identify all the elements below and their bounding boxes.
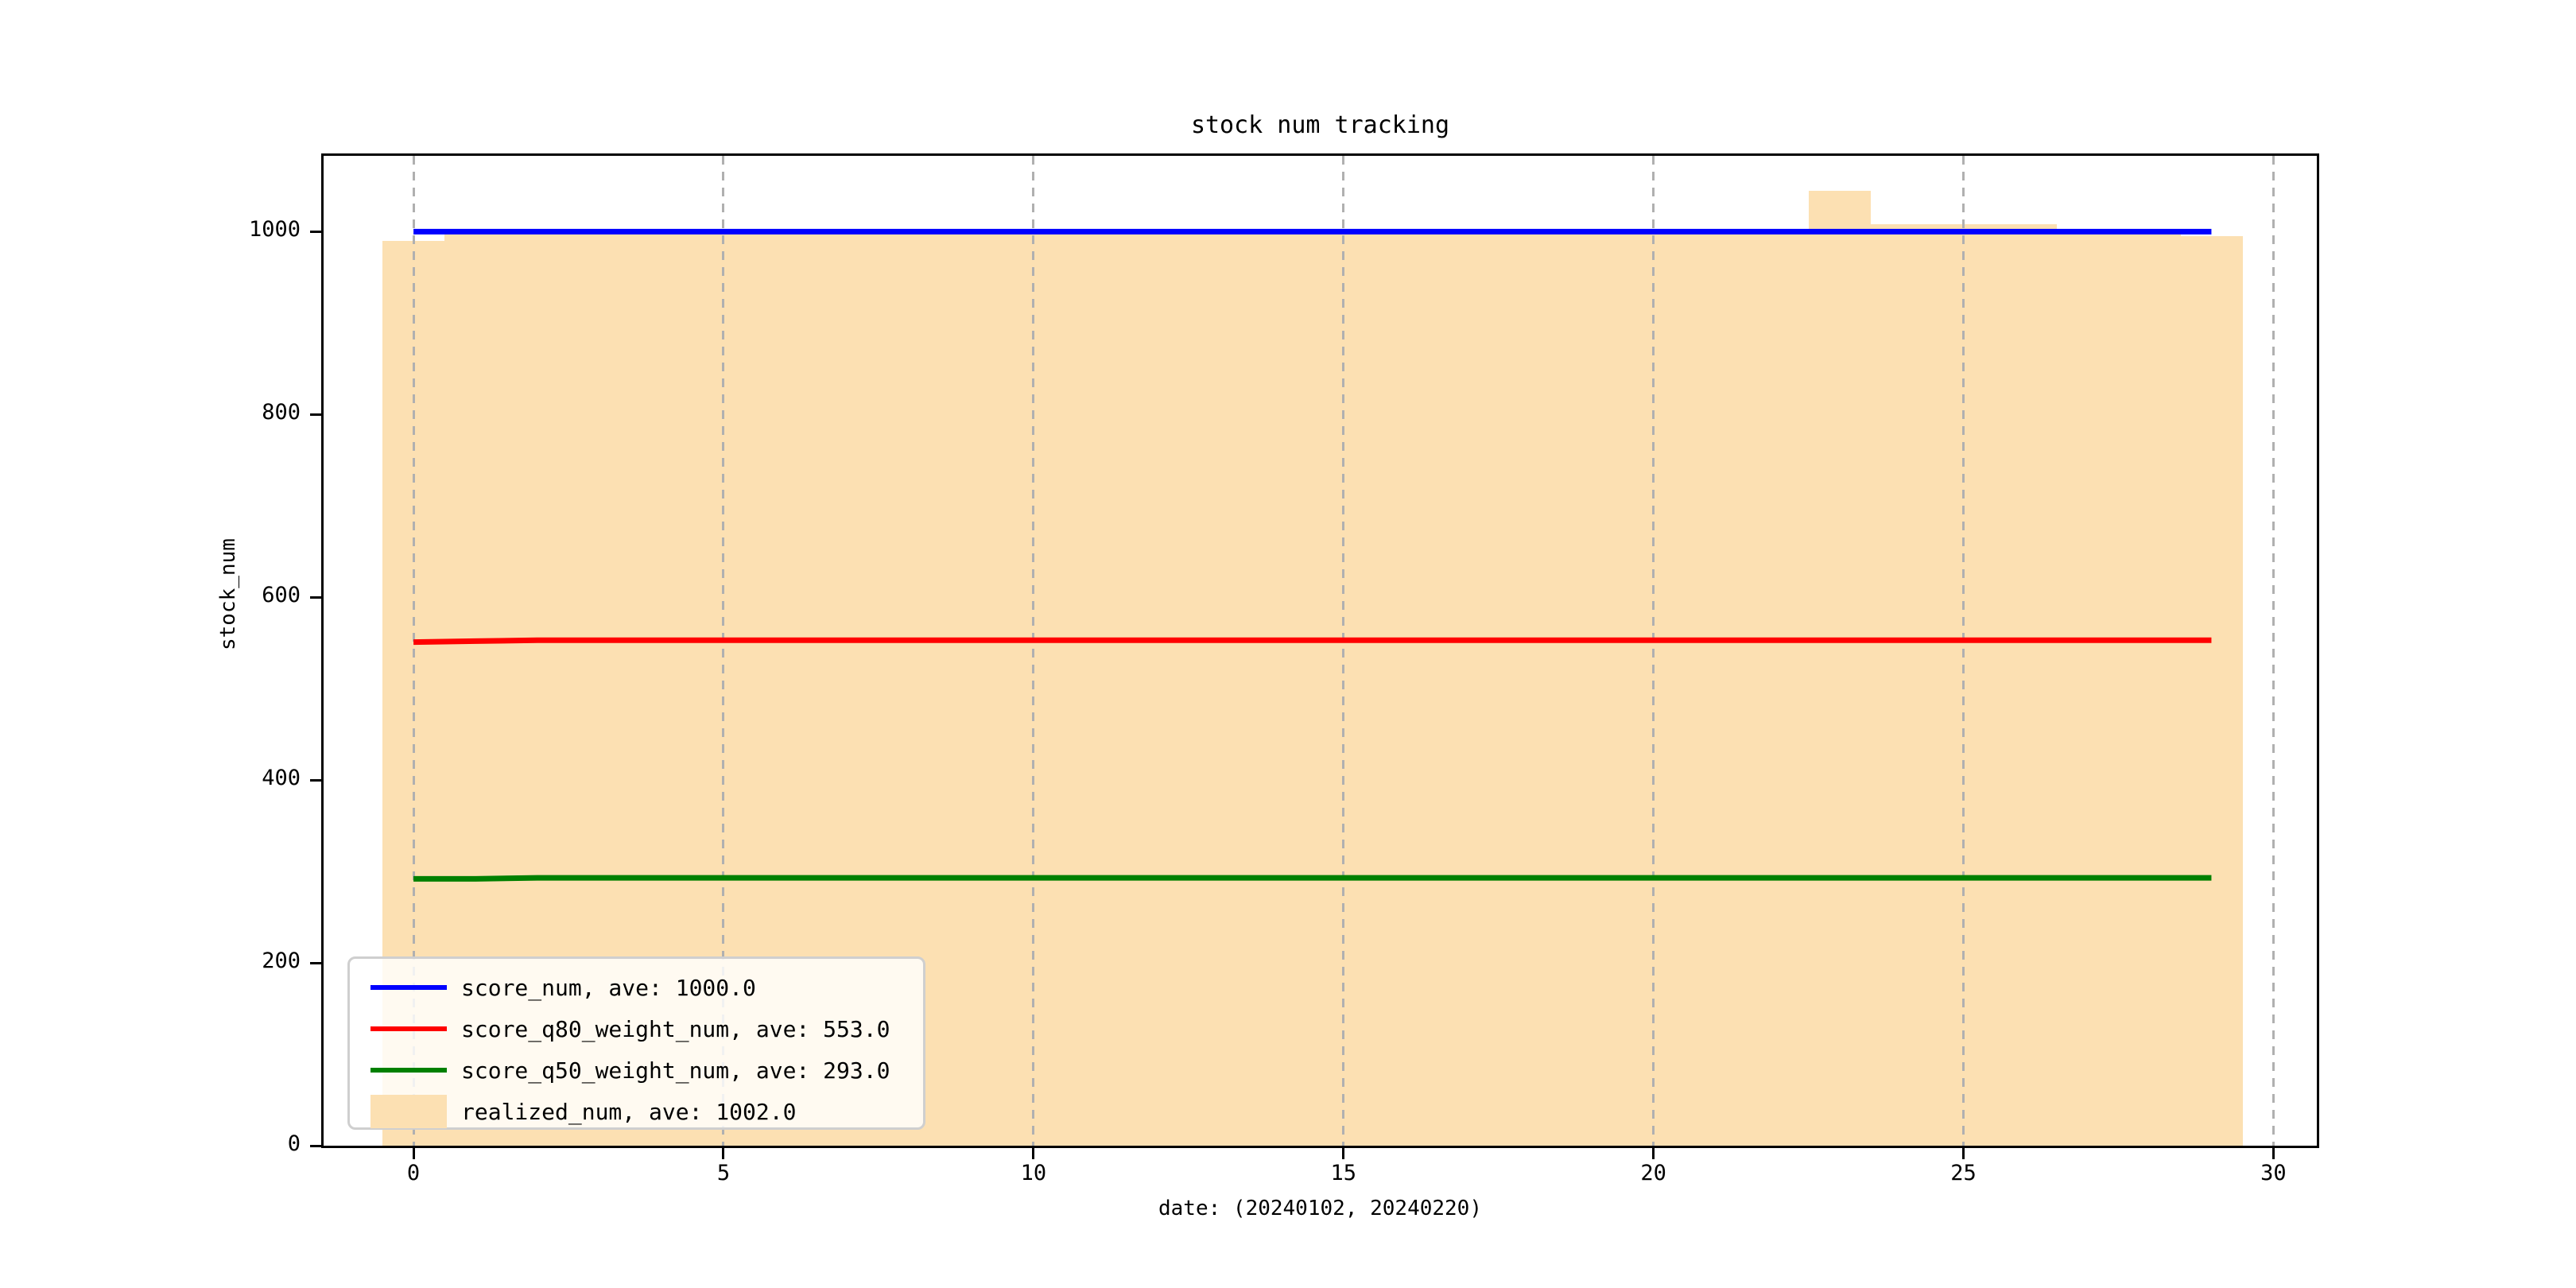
y-tick-mark bbox=[310, 413, 321, 416]
x-tick-label: 15 bbox=[1330, 1161, 1356, 1185]
bar bbox=[2180, 236, 2244, 1146]
legend-label: score_num, ave: 1000.0 bbox=[461, 974, 756, 1001]
legend-key-mark bbox=[370, 985, 447, 990]
legend-label: realized_num, ave: 1002.0 bbox=[461, 1098, 797, 1125]
gridline-vertical bbox=[1652, 156, 1655, 1146]
series-lines bbox=[413, 228, 2212, 882]
legend-item-score_num[interactable]: score_num, ave: 1000.0 bbox=[350, 967, 923, 1008]
bar bbox=[1498, 233, 1562, 1146]
gridline-vertical bbox=[2271, 156, 2275, 1146]
legend-label: score_q80_weight_num, ave: 553.0 bbox=[461, 1015, 890, 1042]
y-tick-label: 1000 bbox=[248, 217, 301, 242]
x-tick-label: 25 bbox=[1950, 1161, 1977, 1185]
legend-item-realized_num[interactable]: realized_num, ave: 1002.0 bbox=[350, 1091, 923, 1132]
bar bbox=[1250, 233, 1313, 1146]
x-tick-mark bbox=[2271, 1148, 2275, 1159]
bar bbox=[1808, 190, 1872, 1146]
y-tick-mark bbox=[310, 1144, 321, 1147]
bar bbox=[1994, 224, 2058, 1146]
legend-key-mark bbox=[370, 1095, 447, 1128]
legend-item-score_q80_weight_num[interactable]: score_q80_weight_num, ave: 553.0 bbox=[350, 1008, 923, 1049]
bar bbox=[1374, 233, 1437, 1146]
bar bbox=[1684, 233, 1748, 1146]
x-tick-label: 30 bbox=[2260, 1161, 2287, 1185]
bar bbox=[940, 233, 1003, 1146]
line-score_q50_weight_num bbox=[413, 875, 2212, 882]
x-axis-label: date: (20240102, 20240220) bbox=[1158, 1197, 1482, 1220]
bar bbox=[1436, 233, 1499, 1146]
y-tick-label: 400 bbox=[262, 766, 301, 791]
x-tick-label: 20 bbox=[1640, 1161, 1666, 1185]
x-tick-mark bbox=[1342, 1148, 1345, 1159]
y-tick-label: 0 bbox=[287, 1131, 301, 1156]
bar bbox=[1746, 233, 1810, 1146]
plot-area bbox=[321, 153, 2319, 1148]
y-tick-mark bbox=[310, 230, 321, 233]
gridline-vertical bbox=[1962, 156, 1965, 1146]
bar bbox=[1126, 233, 1189, 1146]
legend-item-score_q50_weight_num[interactable]: score_q50_weight_num, ave: 293.0 bbox=[350, 1049, 923, 1091]
x-tick-mark bbox=[1962, 1148, 1965, 1159]
x-tick-mark bbox=[722, 1148, 725, 1159]
y-tick-label: 600 bbox=[262, 583, 301, 608]
y-axis-label: stock_num bbox=[216, 538, 240, 650]
bar bbox=[1188, 233, 1251, 1146]
legend-swatch-score_q80_weight_num bbox=[361, 1026, 456, 1031]
legend-swatch-score_num bbox=[361, 985, 456, 990]
legend[interactable]: score_num, ave: 1000.0 score_q80_weight_n… bbox=[347, 956, 925, 1130]
bar bbox=[1560, 233, 1624, 1146]
legend-swatch-score_q50_weight_num bbox=[361, 1068, 456, 1073]
y-tick-mark bbox=[310, 961, 321, 964]
x-tick-mark bbox=[412, 1148, 415, 1159]
gridline-vertical bbox=[722, 156, 725, 1146]
legend-key-mark bbox=[370, 1068, 447, 1073]
bar bbox=[1064, 233, 1127, 1146]
x-tick-label: 10 bbox=[1020, 1161, 1047, 1185]
line-score_q80_weight_num bbox=[413, 637, 2212, 646]
x-tick-mark bbox=[1652, 1148, 1655, 1159]
x-tick-label: 0 bbox=[406, 1161, 421, 1185]
bar bbox=[2118, 233, 2182, 1146]
gridline-vertical bbox=[1032, 156, 1035, 1146]
bar bbox=[1870, 224, 1934, 1146]
bar bbox=[2056, 233, 2120, 1146]
x-tick-mark bbox=[1032, 1148, 1035, 1159]
legend-swatch-realized_num bbox=[361, 1095, 456, 1128]
y-tick-label: 800 bbox=[262, 400, 301, 425]
y-tick-label: 200 bbox=[262, 949, 301, 974]
legend-key-mark bbox=[370, 1026, 447, 1031]
y-tick-mark bbox=[310, 778, 321, 782]
legend-label: score_q50_weight_num, ave: 293.0 bbox=[461, 1057, 890, 1084]
chart-title: stock num tracking bbox=[1190, 111, 1450, 139]
y-tick-mark bbox=[310, 596, 321, 599]
gridline-vertical bbox=[1342, 156, 1345, 1146]
gridline-vertical bbox=[412, 156, 415, 1146]
x-tick-label: 5 bbox=[716, 1161, 731, 1185]
